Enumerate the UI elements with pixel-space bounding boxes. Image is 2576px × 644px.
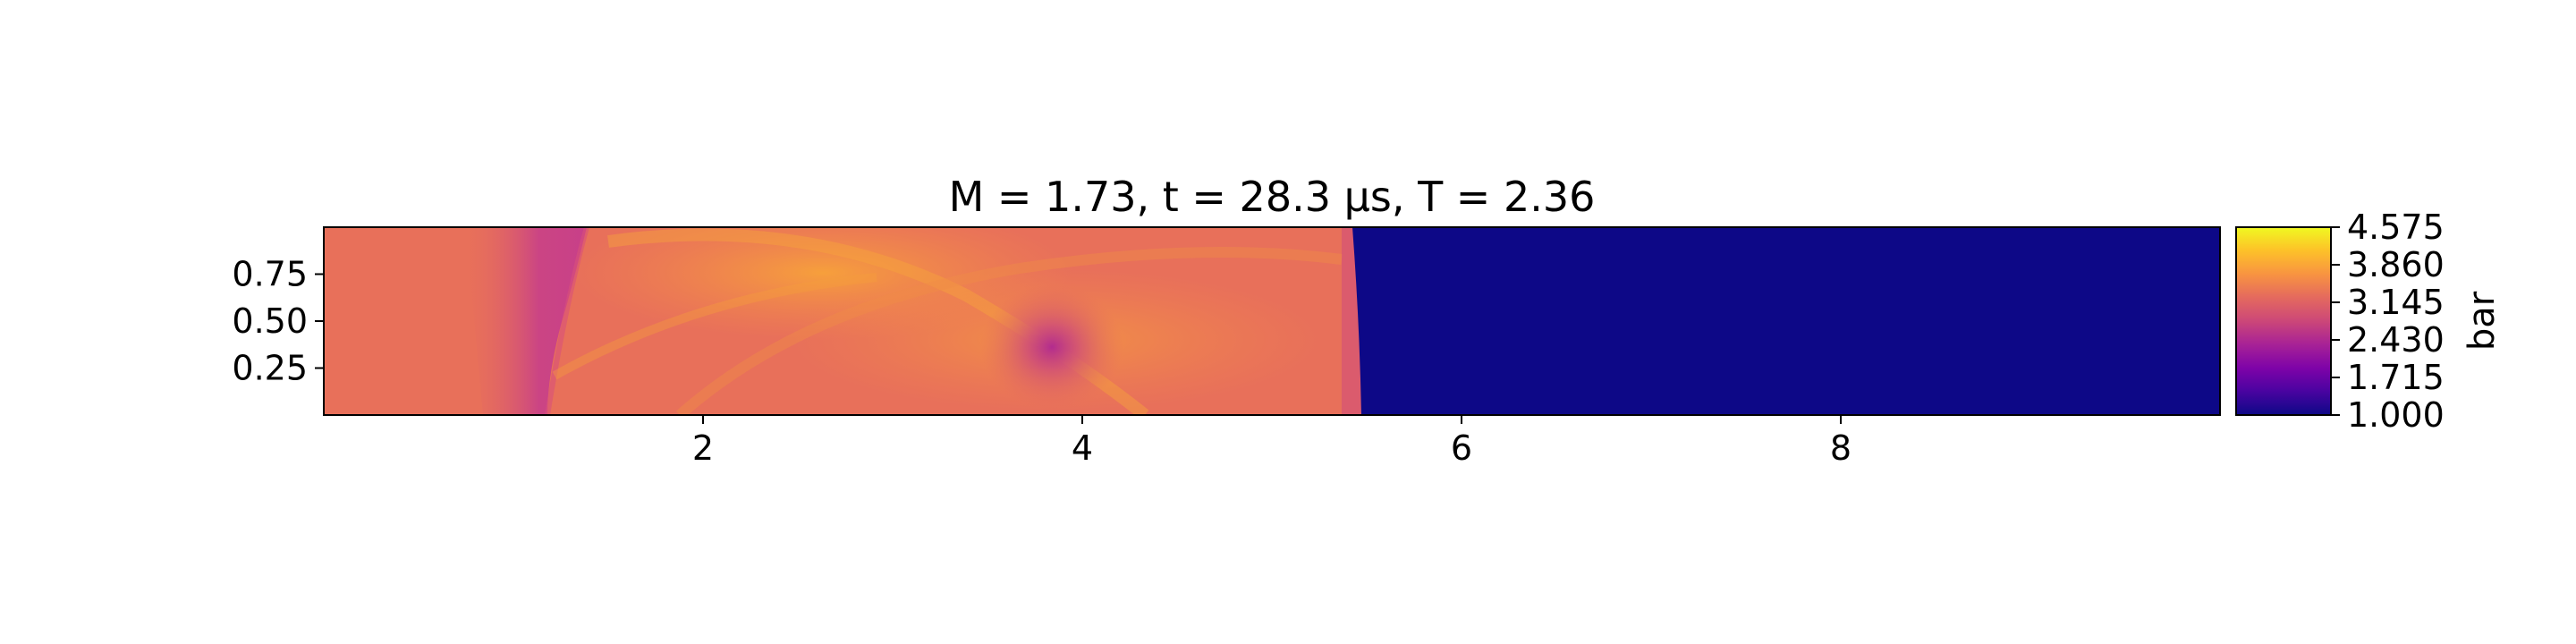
x-axis: 2 4 6 8	[692, 415, 1852, 468]
wave-arc-3	[552, 273, 877, 380]
colorbar-tick-label: 3.145	[2347, 283, 2445, 322]
colorbar-tick-label: 1.000	[2347, 395, 2445, 435]
y-tick-label: 0.50	[232, 301, 308, 341]
colorbar-tick-label: 1.715	[2347, 358, 2445, 397]
colorbar-label: bar	[2462, 291, 2503, 351]
contact-wave-1	[545, 227, 589, 415]
low-pressure-band	[465, 227, 587, 415]
colorbar-tick-label: 2.430	[2347, 320, 2445, 360]
y-tick-label: 0.25	[232, 349, 308, 388]
wave-arc-2	[676, 247, 1343, 415]
x-tick-label: 4	[1072, 428, 1093, 468]
colorbar	[2235, 226, 2332, 416]
vortex-core	[980, 284, 1123, 410]
colorbar-tick-label: 4.575	[2347, 208, 2445, 247]
x-tick-label: 6	[1451, 428, 1472, 468]
x-tick-label: 2	[692, 428, 714, 468]
pre-shock-region	[1352, 227, 2220, 415]
chart-title: M = 1.73, t = 28.3 μs, T = 2.36	[949, 173, 1596, 221]
colorbar-tick-label: 3.860	[2347, 245, 2445, 284]
x-tick-label: 8	[1830, 428, 1852, 468]
y-axis: 0.25 0.50 0.75	[232, 255, 324, 388]
y-tick-label: 0.75	[232, 255, 308, 294]
heatmap-field	[324, 227, 2220, 415]
